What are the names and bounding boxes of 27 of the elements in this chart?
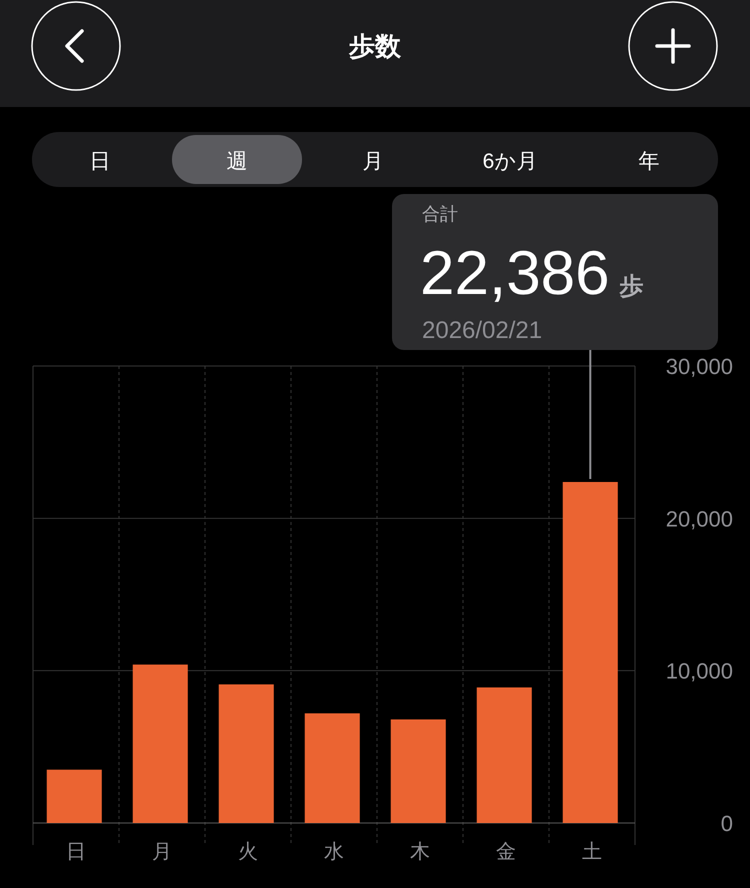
x-tick-label: 月 xyxy=(152,841,172,863)
bar xyxy=(304,713,360,823)
text: 日 xyxy=(90,150,110,173)
text: 6か月 xyxy=(482,150,538,173)
y-tick-label: 0 xyxy=(720,811,733,836)
bar xyxy=(218,684,274,823)
x-tick-label: 水 xyxy=(324,841,344,863)
chart-title: 歩数 xyxy=(348,31,402,61)
bar xyxy=(476,687,532,823)
bar xyxy=(562,482,618,823)
y-tick-label: 10,000 xyxy=(666,658,733,684)
bar xyxy=(46,770,102,823)
text: 年 xyxy=(638,150,660,173)
x-tick-label: 日 xyxy=(66,841,86,863)
x-tick-label: 火 xyxy=(238,841,258,863)
y-tick-label: 30,000 xyxy=(666,354,733,379)
annotation: 22,386 歩 xyxy=(420,239,644,308)
x-tick-label: 土 xyxy=(582,841,602,863)
y-tick-label: 20,000 xyxy=(666,506,733,532)
bar xyxy=(132,664,188,823)
text: 月 xyxy=(362,150,384,173)
x-tick-label: 木 xyxy=(410,841,430,863)
text: 週 xyxy=(226,150,248,173)
text: 2026/02/21 xyxy=(422,317,542,344)
text: 合計 xyxy=(422,204,458,224)
x-tick-label: 金 xyxy=(496,841,516,863)
bar xyxy=(390,719,446,823)
